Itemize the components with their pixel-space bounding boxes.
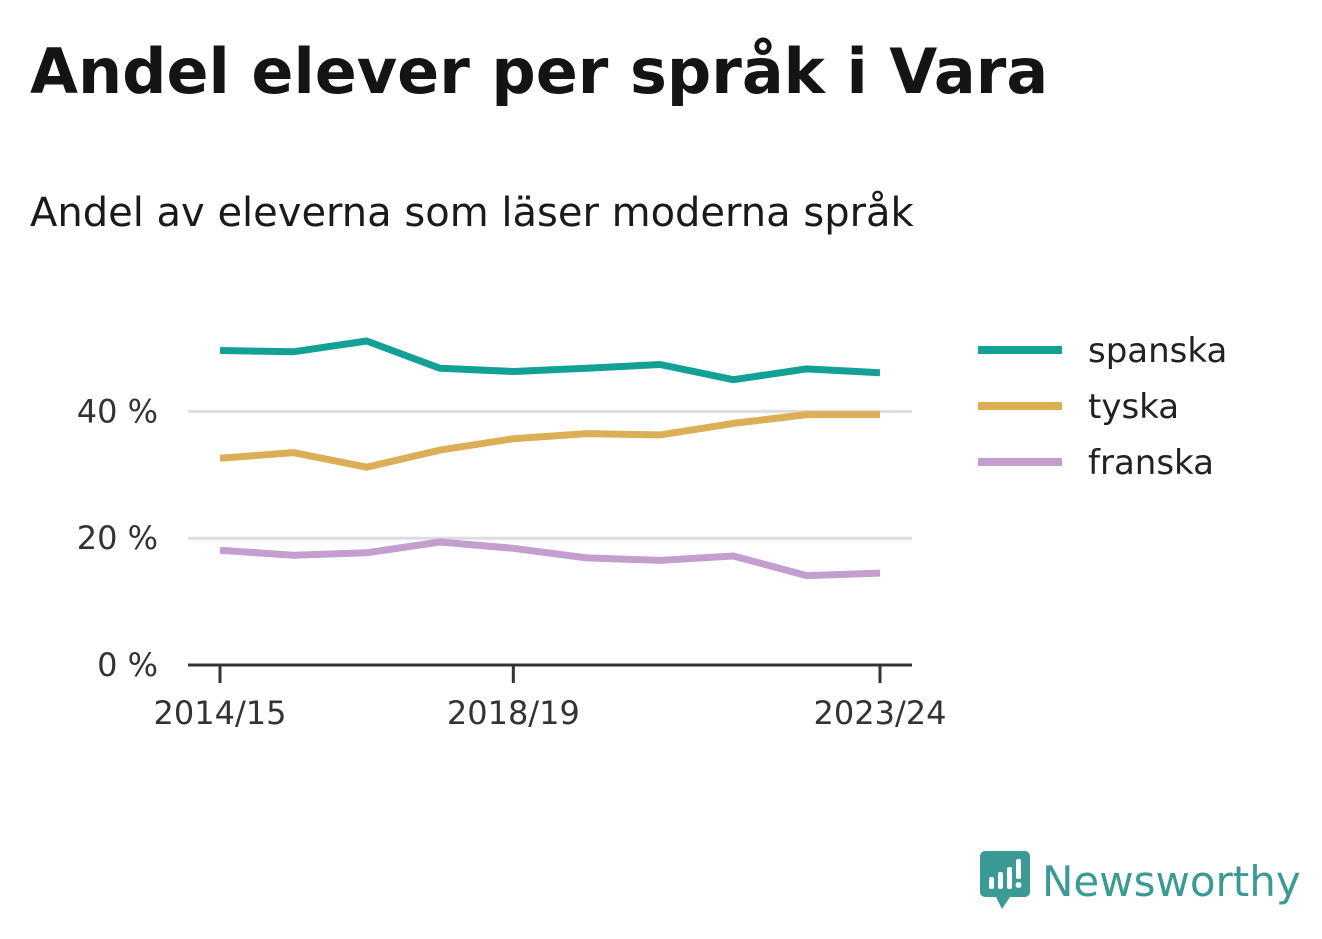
chart-subtitle: Andel av eleverna som läser moderna språ…: [30, 190, 914, 236]
chart-title: Andel elever per språk i Vara: [30, 35, 1049, 108]
legend-label-franska: franska: [1088, 443, 1214, 483]
series-lines: [219, 337, 881, 580]
x-tick-label: 2014/15: [154, 694, 287, 732]
series-line-spanska: [219, 337, 881, 384]
legend-label-spanska: spanska: [1088, 331, 1227, 371]
x-axis-labels: 2014/15 2018/19 2023/24: [154, 694, 947, 732]
legend-label-tyska: tyska: [1088, 387, 1179, 427]
y-tick-label: 20 %: [77, 519, 158, 557]
series-line-tyska: [219, 411, 880, 471]
y-tick-label: 0 %: [97, 646, 158, 684]
grid-lines: [188, 409, 912, 540]
newsworthy-logo-icon: [980, 851, 1030, 909]
x-tick-label: 2023/24: [814, 694, 947, 732]
y-tick-label: 40 %: [77, 392, 158, 430]
x-axis: [188, 663, 912, 683]
legend: spanska tyska franska: [978, 331, 1227, 483]
series-line-franska: [219, 538, 881, 580]
y-axis-labels: 0 % 20 % 40 %: [77, 392, 158, 684]
newsworthy-logo: Newsworthy: [980, 850, 1301, 912]
brand-name: Newsworthy: [1042, 856, 1301, 906]
x-tick-label: 2018/19: [447, 694, 580, 732]
